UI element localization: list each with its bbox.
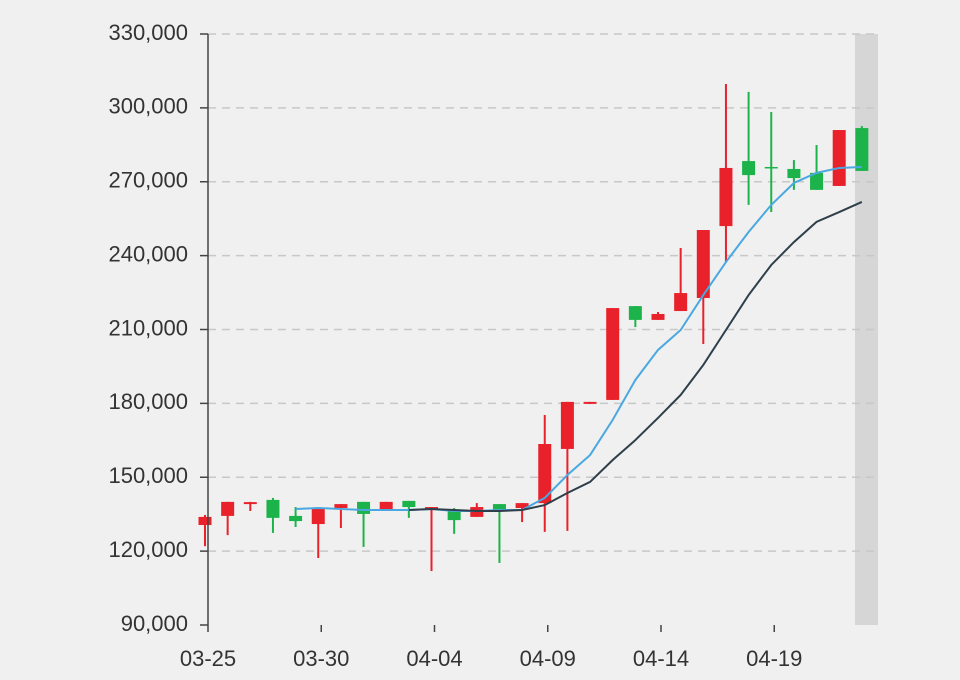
moving-average-line [408, 201, 863, 512]
y-tick-label: 300,000 [108, 94, 188, 119]
axis-labels: 90,000 120,000 150,000 180,000 210,000 240,00… [108, 20, 802, 671]
candle-body [334, 504, 348, 509]
candle-body [538, 444, 552, 504]
candle-body [719, 167, 733, 227]
x-tick-label: 04-14 [633, 646, 689, 671]
candle-body [402, 500, 416, 508]
candle-body [289, 515, 303, 522]
candle-body [742, 161, 756, 176]
moving-average-line [295, 165, 862, 512]
y-tick-label: 330,000 [108, 20, 188, 45]
y-tick-label: 240,000 [108, 241, 188, 266]
candle-body [492, 504, 506, 511]
candle-body [515, 503, 529, 509]
y-tick-label: 150,000 [108, 463, 188, 488]
candle-body [832, 130, 846, 186]
candle-body [447, 510, 461, 521]
y-tick-label: 270,000 [108, 168, 188, 193]
candle-body [379, 501, 393, 511]
candle-body [606, 308, 620, 400]
candle-body [357, 501, 371, 514]
plot-area [198, 83, 869, 572]
x-tick-label: 04-19 [746, 646, 802, 671]
x-tick-label: 03-25 [180, 646, 236, 671]
candle-body [628, 306, 642, 320]
candle-body [764, 166, 778, 169]
candle-body [311, 508, 325, 525]
x-tick-label: 03-30 [293, 646, 349, 671]
y-tick-label: 90,000 [121, 611, 188, 636]
x-tick-label: 04-04 [406, 646, 462, 671]
candle-body [674, 293, 688, 312]
candle-body [266, 499, 280, 518]
candle-body [583, 401, 597, 404]
y-tick-label: 210,000 [108, 315, 188, 340]
y-tick-label: 120,000 [108, 537, 188, 562]
candle-body [651, 313, 665, 320]
candle-body [810, 172, 824, 190]
candle-body [787, 168, 801, 179]
candle-body [221, 501, 235, 516]
candle-body [696, 230, 710, 298]
x-tick-label: 04-09 [520, 646, 576, 671]
candle-body [243, 502, 257, 505]
candle-body [855, 128, 869, 171]
y-tick-label: 180,000 [108, 389, 188, 414]
candle-body [198, 516, 212, 526]
candle-body [560, 401, 574, 449]
